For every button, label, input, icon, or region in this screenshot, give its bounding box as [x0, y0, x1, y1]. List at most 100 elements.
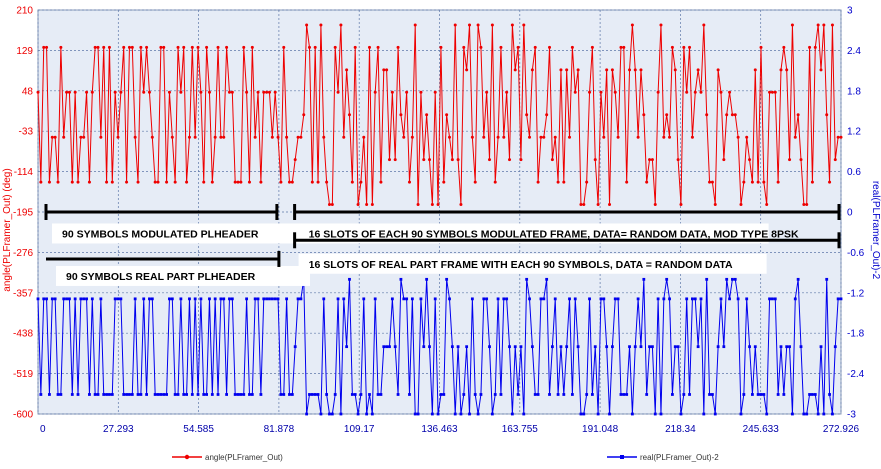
- real-point: [356, 412, 360, 416]
- real-point: [333, 393, 337, 396]
- angle-point: [690, 135, 694, 139]
- real-point: [422, 345, 426, 349]
- angle-point: [356, 203, 360, 207]
- real-point: [342, 297, 346, 301]
- real-point: [465, 345, 469, 349]
- angle-point: [525, 113, 529, 117]
- real-point: [382, 345, 386, 349]
- angle-point: [170, 135, 174, 139]
- real-point: [470, 297, 474, 301]
- angle-point: [836, 135, 840, 139]
- angle-point: [362, 135, 366, 139]
- angle-point: [162, 45, 166, 49]
- real-point: [485, 297, 489, 301]
- angle-point: [668, 135, 672, 139]
- real-point: [116, 297, 120, 301]
- real-point: [665, 277, 669, 281]
- x-tick-label: 163.755: [502, 424, 539, 435]
- angle-point: [47, 180, 51, 184]
- real-point: [228, 297, 231, 301]
- angle-point: [782, 45, 786, 49]
- angle-point: [316, 180, 320, 184]
- angle-point: [305, 23, 309, 27]
- angle-point: [493, 180, 497, 184]
- real-point: [648, 345, 651, 349]
- angle-point: [36, 90, 40, 94]
- left-tick-label: 210: [16, 6, 33, 17]
- angle-point: [390, 90, 394, 94]
- real-point: [205, 393, 208, 396]
- real-point: [359, 393, 363, 396]
- angle-point: [416, 203, 420, 207]
- angle-point: [528, 135, 532, 139]
- real-point: [819, 345, 823, 349]
- real-point: [519, 345, 523, 349]
- real-point: [388, 345, 391, 349]
- real-point: [442, 393, 446, 396]
- real-point: [119, 297, 123, 301]
- angle-point: [125, 180, 129, 184]
- angle-point: [470, 135, 474, 139]
- real-point: [696, 345, 700, 349]
- angle-point: [582, 203, 586, 207]
- real-point: [545, 277, 549, 281]
- angle-point: [716, 68, 720, 72]
- real-point: [416, 412, 420, 416]
- angle-point: [728, 90, 732, 94]
- angle-point: [808, 45, 812, 49]
- angle-point: [568, 135, 572, 139]
- angle-point: [833, 158, 837, 162]
- angle-point: [110, 180, 114, 184]
- right-tick-label: -3: [847, 410, 856, 421]
- angle-point: [822, 23, 826, 27]
- angle-point: [425, 113, 429, 117]
- angle-point: [739, 203, 743, 207]
- real-point: [82, 297, 86, 301]
- legend-label-real: real(PLFramer_Out)-2: [640, 453, 719, 462]
- real-point: [736, 297, 740, 301]
- angle-point: [445, 113, 449, 117]
- angle-point: [287, 180, 291, 184]
- real-point: [173, 393, 177, 396]
- angle-point: [405, 90, 409, 94]
- annotation-bg: [56, 265, 310, 286]
- real-point: [788, 345, 791, 349]
- real-point: [628, 345, 631, 349]
- angle-point: [468, 23, 472, 27]
- left-tick-label: -438: [13, 329, 33, 340]
- real-point: [222, 297, 226, 301]
- angle-point: [828, 180, 832, 184]
- real-point: [693, 297, 697, 301]
- real-point: [490, 412, 494, 416]
- angle-point: [699, 90, 703, 94]
- angle-point: [759, 45, 763, 49]
- real-point: [133, 297, 137, 301]
- angle-point: [119, 90, 123, 94]
- angle-point: [187, 135, 191, 139]
- angle-point: [630, 23, 634, 27]
- real-point: [828, 393, 831, 396]
- angle-point: [442, 180, 446, 184]
- angle-point: [310, 180, 314, 184]
- angle-point: [473, 180, 477, 184]
- angle-point: [736, 135, 740, 139]
- real-point: [433, 297, 437, 301]
- real-point: [165, 393, 168, 396]
- real-point: [150, 297, 154, 301]
- real-point: [585, 393, 589, 396]
- real-point: [668, 297, 671, 301]
- angle-point: [499, 45, 503, 49]
- real-point: [448, 297, 451, 301]
- angle-point: [413, 23, 417, 27]
- x-tick-label: 0: [40, 424, 46, 435]
- real-point: [390, 297, 394, 301]
- real-point: [768, 297, 771, 301]
- real-point: [270, 297, 274, 301]
- angle-point: [382, 68, 386, 72]
- angle-point: [227, 90, 231, 94]
- angle-point: [253, 135, 257, 139]
- angle-point: [685, 90, 689, 94]
- real-point: [579, 412, 583, 416]
- angle-point: [482, 135, 486, 139]
